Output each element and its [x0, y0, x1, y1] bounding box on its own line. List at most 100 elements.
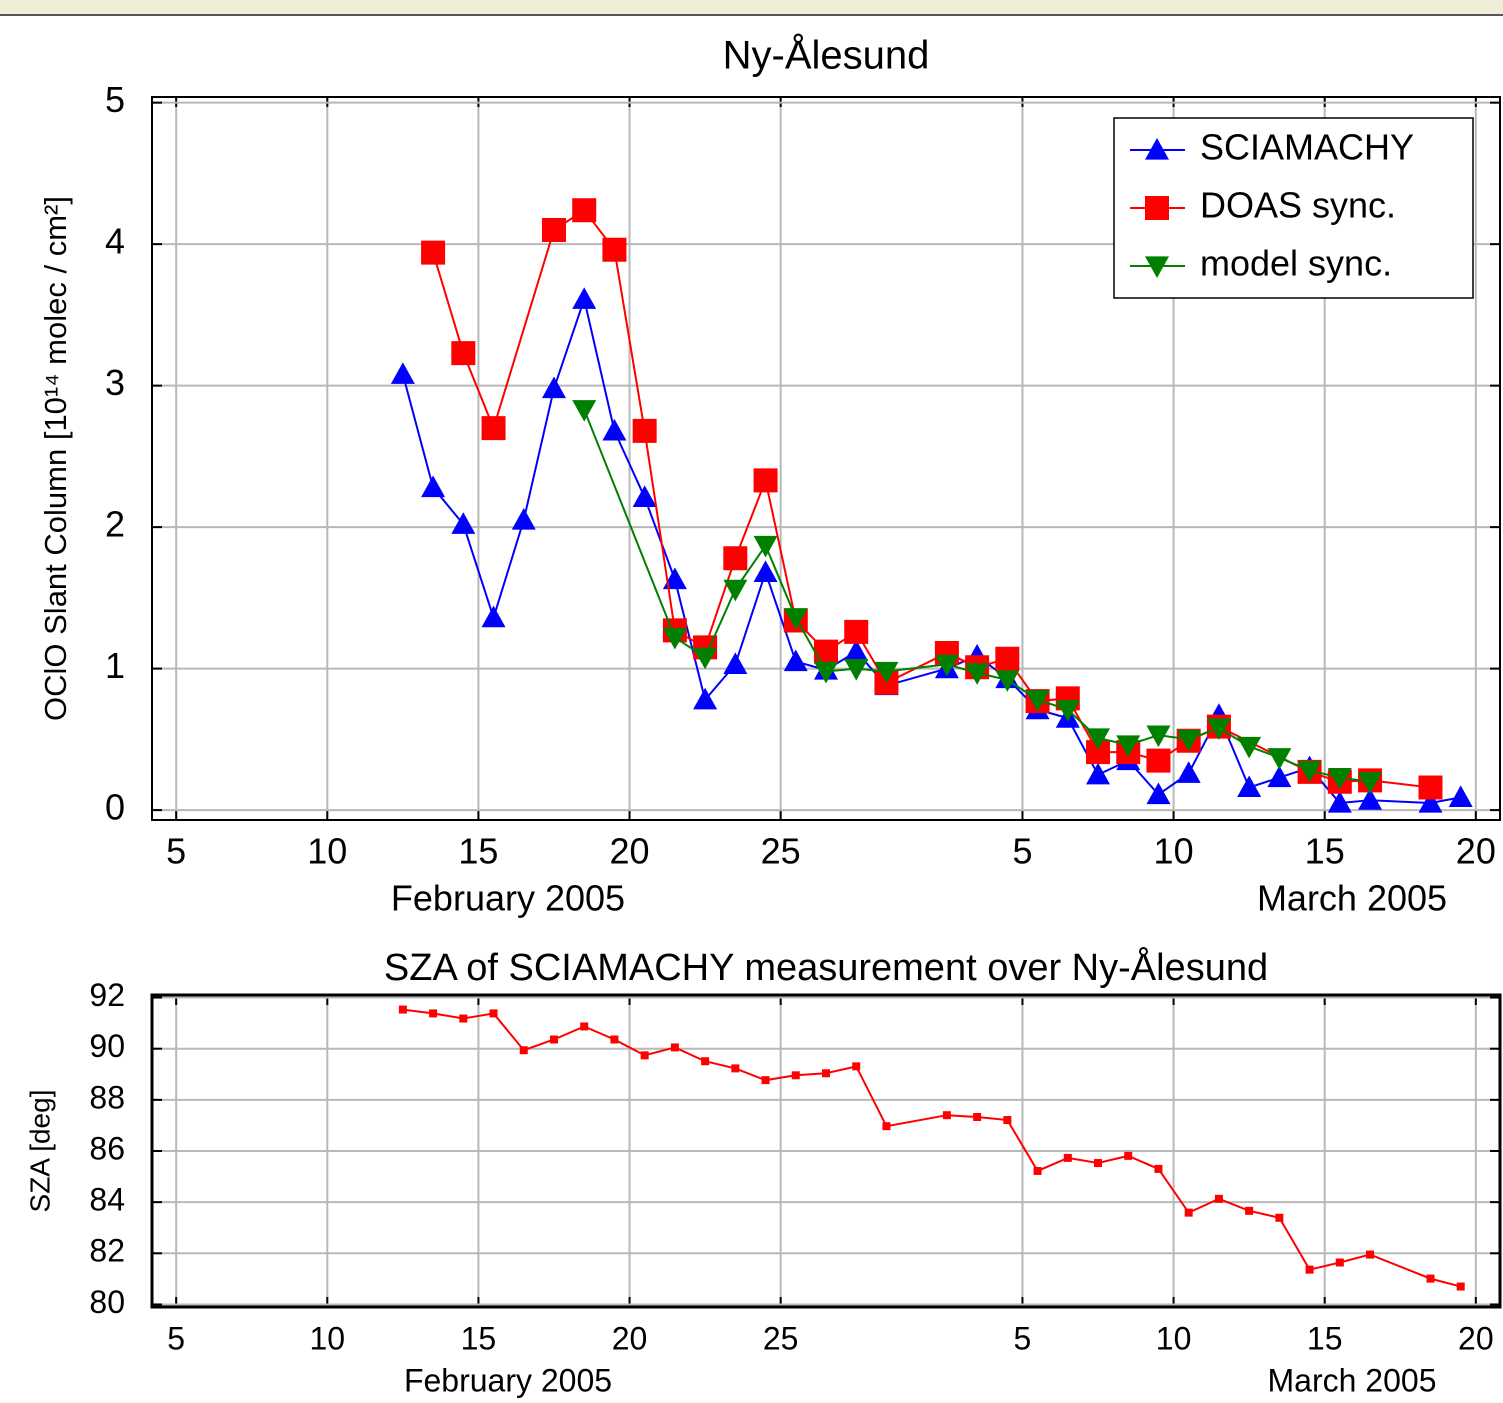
marker: [1418, 791, 1443, 813]
marker: [723, 652, 748, 674]
y-tick-label: 82: [89, 1233, 125, 1269]
y-tick-label: 92: [89, 977, 125, 1013]
marker: [1366, 1250, 1375, 1259]
marker: [965, 663, 990, 685]
chart-title: SZA of SCIAMACHY measurement over Ny-Åle…: [384, 945, 1268, 989]
marker: [390, 362, 415, 384]
x-tick-label: 5: [1014, 1320, 1032, 1356]
marker: [1305, 1265, 1314, 1274]
marker: [701, 1057, 710, 1066]
marker: [602, 237, 627, 262]
marker: [421, 475, 446, 498]
y-axis-label: SZA [deg]: [24, 1090, 55, 1213]
x-tick-label: 25: [761, 831, 801, 872]
marker: [753, 535, 778, 558]
marker: [549, 1035, 558, 1044]
marker: [1358, 772, 1383, 794]
marker: [1146, 748, 1171, 773]
marker: [814, 639, 838, 664]
x-tick-label: 20: [610, 831, 650, 872]
marker: [934, 654, 959, 677]
x-tick-label: 20: [1458, 1320, 1494, 1356]
x-tick-label: 15: [1307, 1320, 1343, 1356]
marker: [1275, 1213, 1284, 1222]
marker: [1086, 762, 1111, 785]
y-tick-label: 84: [89, 1182, 125, 1218]
x-tick-label: 15: [458, 831, 498, 872]
x-tick-label: 10: [1154, 831, 1194, 872]
marker: [693, 647, 718, 670]
marker: [602, 418, 627, 441]
marker: [1145, 256, 1169, 278]
y-tick-label: 90: [89, 1028, 125, 1064]
month-label: March 2005: [1268, 1362, 1437, 1398]
marker: [1297, 760, 1322, 783]
x-tick-label: 10: [1156, 1320, 1192, 1356]
y-tick-label: 88: [89, 1079, 125, 1115]
marker: [783, 649, 808, 672]
x-tick-label: 5: [1012, 831, 1032, 872]
marker: [995, 670, 1020, 692]
x-tick-label: 5: [167, 1320, 185, 1356]
marker: [1335, 1258, 1344, 1267]
x-tick-label: 25: [763, 1320, 799, 1356]
marker: [610, 1035, 619, 1044]
marker: [1176, 761, 1201, 783]
marker: [451, 341, 476, 366]
marker: [1145, 138, 1169, 160]
y-tick-label: 86: [89, 1130, 125, 1166]
marker: [723, 579, 748, 602]
marker: [1327, 767, 1352, 790]
marker: [572, 287, 597, 309]
marker: [844, 619, 869, 644]
y-tick-label: 4: [105, 221, 125, 262]
marker: [481, 605, 506, 628]
marker: [761, 1076, 770, 1085]
x-tick-label: 10: [307, 831, 347, 872]
y-tick-label: 80: [89, 1284, 125, 1320]
marker: [973, 1112, 982, 1121]
marker: [1456, 1282, 1465, 1291]
marker: [519, 1046, 528, 1055]
marker: [1426, 1274, 1435, 1283]
marker: [511, 508, 536, 530]
plot-frame: [151, 96, 1501, 821]
marker: [459, 1014, 468, 1023]
month-label: February 2005: [391, 878, 625, 919]
marker: [1245, 1206, 1254, 1215]
marker: [1003, 1116, 1012, 1125]
marker: [1327, 791, 1352, 813]
y-tick-label: 3: [105, 362, 125, 403]
marker: [693, 687, 718, 710]
marker: [814, 661, 838, 684]
series-line: [402, 1008, 1461, 1288]
marker: [1237, 775, 1262, 798]
marker: [1206, 718, 1231, 741]
y-tick-label: 2: [105, 504, 125, 545]
marker: [874, 661, 899, 684]
header-band: [0, 0, 1503, 15]
marker: [1094, 1159, 1103, 1168]
marker: [429, 1009, 438, 1018]
marker: [1033, 1166, 1042, 1175]
marker: [1154, 1164, 1163, 1173]
marker: [844, 639, 869, 662]
marker: [1145, 196, 1169, 220]
month-label: February 2005: [404, 1362, 612, 1398]
marker: [1086, 740, 1111, 765]
legend-label: model sync.: [1200, 243, 1392, 284]
marker: [731, 1064, 740, 1073]
marker: [995, 646, 1020, 671]
marker: [1086, 728, 1111, 750]
marker: [572, 198, 597, 223]
marker: [1025, 690, 1050, 712]
marker: [844, 659, 869, 681]
marker: [1267, 748, 1292, 770]
plot-frame: [150, 993, 1502, 1309]
legend-label: DOAS sync.: [1200, 185, 1396, 226]
marker: [662, 627, 687, 650]
marker: [882, 1122, 891, 1131]
marker: [1146, 725, 1171, 748]
marker: [541, 376, 566, 399]
